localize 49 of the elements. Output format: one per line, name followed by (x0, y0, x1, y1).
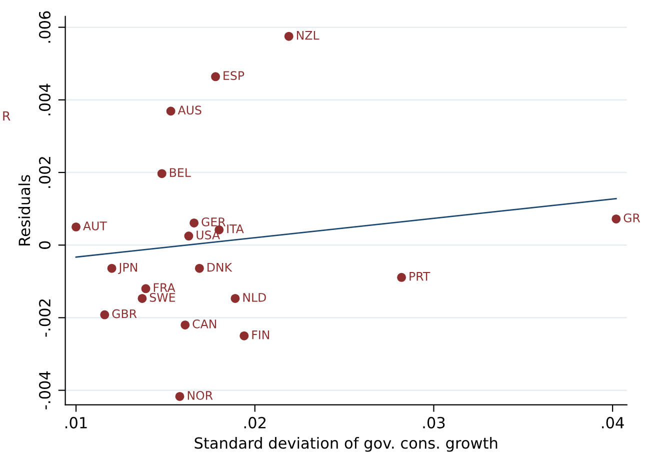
annotation: NLD (243, 293, 266, 302)
annotation: AUS (178, 106, 202, 115)
annotation: AUT (83, 222, 107, 230)
point (157, 169, 166, 178)
annotation: JPN (118, 262, 138, 274)
point (138, 294, 147, 303)
point (190, 218, 199, 228)
y-tick-label: .002 (38, 157, 51, 188)
point (612, 214, 621, 224)
y-tick-label: 0 (38, 241, 51, 249)
annotation: PRT (410, 272, 430, 281)
annotation: DNK (208, 262, 232, 272)
y-tick-label: .004 (38, 84, 51, 116)
point (100, 310, 110, 320)
annotation: FRA (154, 283, 176, 292)
annotation: ITA (227, 224, 244, 234)
text: R (3, 111, 10, 120)
point (180, 320, 190, 330)
point (194, 264, 204, 273)
point (240, 331, 249, 340)
annotation: NOR (188, 390, 213, 400)
x-tick-label: .04 (602, 416, 624, 428)
point (184, 232, 194, 241)
y-axis-title: Residuals (18, 175, 30, 246)
point (166, 106, 176, 116)
x-axis-title: Standard deviation of gov. cons. growth (194, 436, 498, 452)
annotation: ESP (224, 71, 244, 80)
point (211, 72, 220, 82)
annotation: NZL (296, 30, 320, 40)
point (141, 284, 150, 294)
y-tick-label: -.004 (38, 371, 51, 410)
annotation: GER (202, 217, 226, 226)
y-tick-label: -.002 (38, 299, 51, 337)
annotation: GR (624, 213, 640, 222)
x-tick-label: .03 (423, 416, 445, 428)
point (284, 32, 294, 41)
annotation: FIN (252, 330, 270, 340)
point (72, 222, 81, 232)
x-tick-label: .01 (66, 416, 87, 428)
x-tick-label: .02 (244, 416, 266, 428)
annotation: GBR (112, 309, 137, 318)
y-tick-label: .006 (38, 11, 51, 43)
annotation: CAN (192, 319, 216, 328)
point (397, 272, 406, 282)
point (230, 294, 240, 303)
point (175, 392, 184, 401)
annotation: BEL (170, 168, 191, 177)
point (107, 264, 116, 273)
annotation: SWE (150, 292, 176, 302)
